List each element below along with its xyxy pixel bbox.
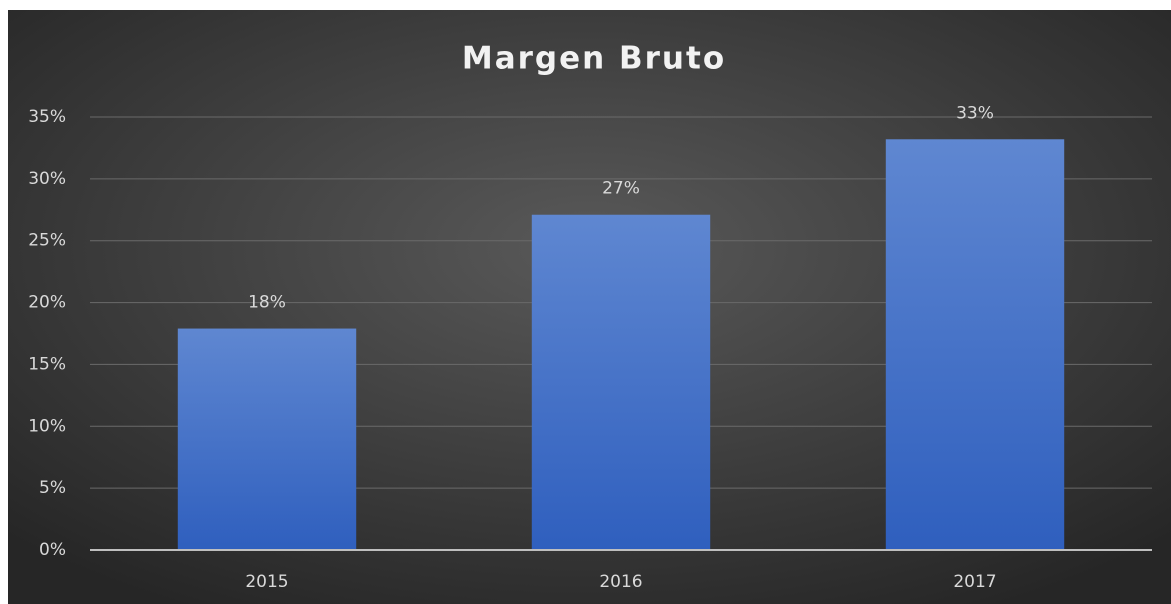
x-tick-label: 2017	[953, 572, 996, 592]
y-tick-label: 5%	[39, 478, 66, 498]
data-label: 18%	[248, 293, 286, 313]
y-tick-label: 30%	[28, 169, 66, 189]
y-tick-label: 10%	[28, 416, 66, 436]
bar	[885, 139, 1065, 551]
x-tick-label: 2015	[245, 572, 288, 592]
y-tick-label: 20%	[28, 293, 66, 313]
data-label: 33%	[956, 103, 994, 123]
bar	[177, 328, 357, 550]
y-tick-label: 15%	[28, 354, 66, 374]
y-tick-label: 25%	[28, 231, 66, 251]
y-tick-label: 35%	[28, 107, 66, 127]
chart-title: Margen Bruto	[462, 41, 726, 77]
x-tick-label: 2016	[599, 572, 642, 592]
bar	[531, 214, 711, 550]
data-label: 27%	[602, 179, 640, 199]
y-tick-label: 0%	[39, 540, 66, 560]
